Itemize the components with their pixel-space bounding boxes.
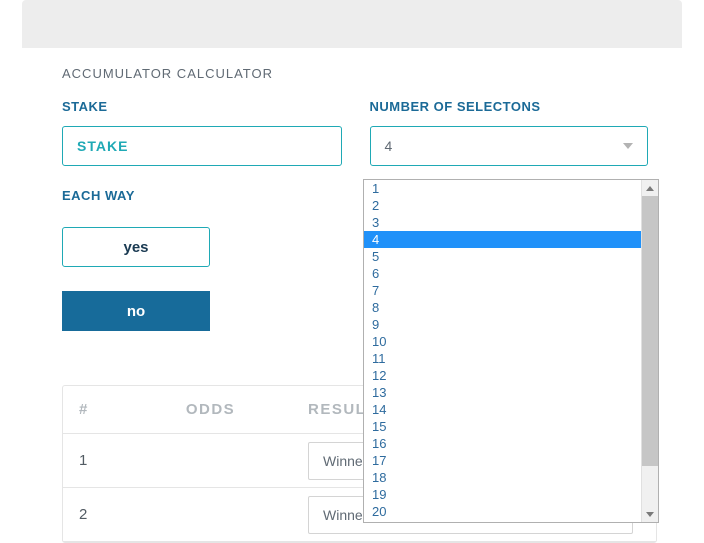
dropdown-option[interactable]: 8 — [364, 299, 641, 316]
dropdown-option[interactable]: 14 — [364, 401, 641, 418]
eachway-no-button[interactable]: no — [62, 291, 210, 331]
dropdown-option[interactable]: 16 — [364, 435, 641, 452]
stake-input[interactable] — [62, 126, 342, 166]
dropdown-option[interactable]: 6 — [364, 265, 641, 282]
selections-label: NUMBER OF SELECTONS — [370, 99, 658, 114]
dropdown-option[interactable]: 4 — [364, 231, 641, 248]
dropdown-option[interactable]: 5 — [364, 248, 641, 265]
selections-dropdown: 1234567891011121314151617181920 — [363, 179, 659, 523]
dropdown-option[interactable]: 7 — [364, 282, 641, 299]
row-number: 1 — [63, 452, 123, 469]
selections-select[interactable]: 4 — [370, 126, 648, 166]
scroll-up-icon[interactable] — [642, 180, 658, 196]
eachway-yes-button[interactable]: yes — [62, 227, 210, 267]
dropdown-option[interactable]: 3 — [364, 214, 641, 231]
dropdown-option[interactable]: 1 — [364, 180, 641, 197]
scrollbar[interactable] — [641, 180, 658, 522]
chevron-down-icon — [623, 143, 633, 149]
dropdown-option[interactable]: 12 — [364, 367, 641, 384]
table-col-odds: ODDS — [123, 401, 298, 418]
page-title: ACCUMULATOR CALCULATOR — [62, 66, 682, 81]
dropdown-option[interactable]: 11 — [364, 350, 641, 367]
dropdown-option[interactable]: 9 — [364, 316, 641, 333]
scroll-thumb[interactable] — [642, 196, 658, 466]
dropdown-option[interactable]: 19 — [364, 486, 641, 503]
scroll-down-icon[interactable] — [642, 506, 658, 522]
dropdown-option[interactable]: 13 — [364, 384, 641, 401]
row-number: 2 — [63, 506, 123, 523]
dropdown-option[interactable]: 2 — [364, 197, 641, 214]
dropdown-option[interactable]: 17 — [364, 452, 641, 469]
dropdown-option[interactable]: 18 — [364, 469, 641, 486]
stake-label: STAKE — [62, 99, 350, 114]
table-col-num: # — [63, 401, 123, 418]
dropdown-option[interactable]: 10 — [364, 333, 641, 350]
dropdown-option[interactable]: 20 — [364, 503, 641, 520]
panel-header — [22, 0, 682, 48]
dropdown-option[interactable]: 15 — [364, 418, 641, 435]
selections-value: 4 — [385, 138, 393, 154]
